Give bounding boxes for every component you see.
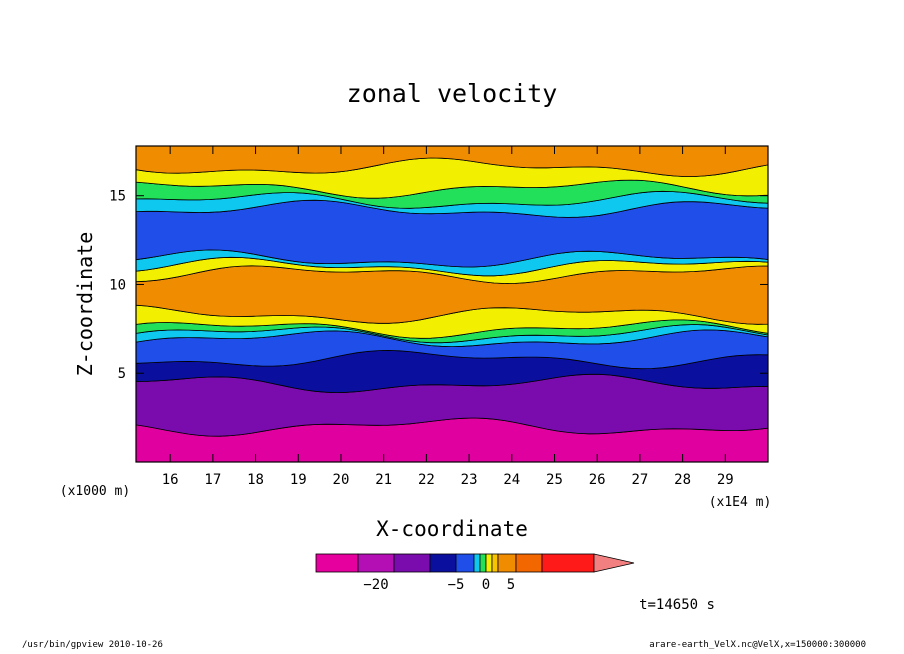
colorbar-tick--20: −20	[363, 577, 388, 593]
colorbar-tick-5: 5	[507, 577, 515, 593]
y-tick-label-10: 10	[109, 277, 126, 293]
colorbar-tick--5: −5	[448, 577, 465, 593]
plot-frame	[135, 145, 769, 463]
colorbar-segment-7	[485, 553, 493, 573]
colorbar-arrow	[593, 553, 635, 573]
x-tick-label-19: 19	[290, 472, 307, 488]
colorbar: −20 −5 0 5	[315, 553, 635, 593]
x-tick-label-24: 24	[503, 472, 520, 488]
x-tick-label-23: 23	[461, 472, 478, 488]
colorbar-segment-10	[515, 553, 543, 573]
x-tick-label-16: 16	[162, 472, 179, 488]
footer-left: /usr/bin/gpview 2010-10-26	[22, 640, 163, 650]
x-tick-label-22: 22	[418, 472, 435, 488]
colorbar-segment-2	[393, 553, 431, 573]
colorbar-segment-8	[491, 553, 499, 573]
x-tick-label-28: 28	[674, 472, 691, 488]
plot-area: 16 17 18 19 20 21 22 23 24 25 26 27 28 29 5 10 15	[109, 145, 769, 488]
colorbar-segment-5	[473, 553, 481, 573]
x-tick-label-27: 27	[631, 472, 648, 488]
x-tick-label-25: 25	[546, 472, 563, 488]
colorbar-segment-1	[357, 553, 395, 573]
colorbar-segment-9	[497, 553, 517, 573]
x-tick-label-26: 26	[589, 472, 606, 488]
x-scale-note: (x1E4 m)	[709, 495, 772, 510]
colorbar-segment-6	[479, 553, 487, 573]
colorbar-segment-11	[541, 553, 595, 573]
colorbar-segment-3	[429, 553, 457, 573]
colorbar-tick-0: 0	[482, 577, 490, 593]
chart-title: zonal velocity	[347, 79, 558, 108]
contour-band-14	[136, 146, 768, 177]
y-axis-label: Z-coordinate	[73, 232, 97, 377]
y-scale-note: (x1000 m)	[60, 484, 130, 499]
x-axis-label: X-coordinate	[376, 517, 528, 541]
x-tick-label-29: 29	[717, 472, 734, 488]
y-tick-label-5: 5	[118, 366, 126, 382]
x-tick-label-18: 18	[247, 472, 264, 488]
x-tick-label-17: 17	[204, 472, 221, 488]
footer-right: arare-earth_VelX.nc@VelX,x=150000:300000	[649, 640, 866, 650]
colorbar-segment-0	[315, 553, 359, 573]
x-tick-label-21: 21	[375, 472, 392, 488]
time-label: t=14650 s	[639, 597, 715, 613]
y-tick-label-15: 15	[109, 189, 126, 205]
colorbar-segment-4	[455, 553, 475, 573]
x-tick-label-20: 20	[333, 472, 350, 488]
